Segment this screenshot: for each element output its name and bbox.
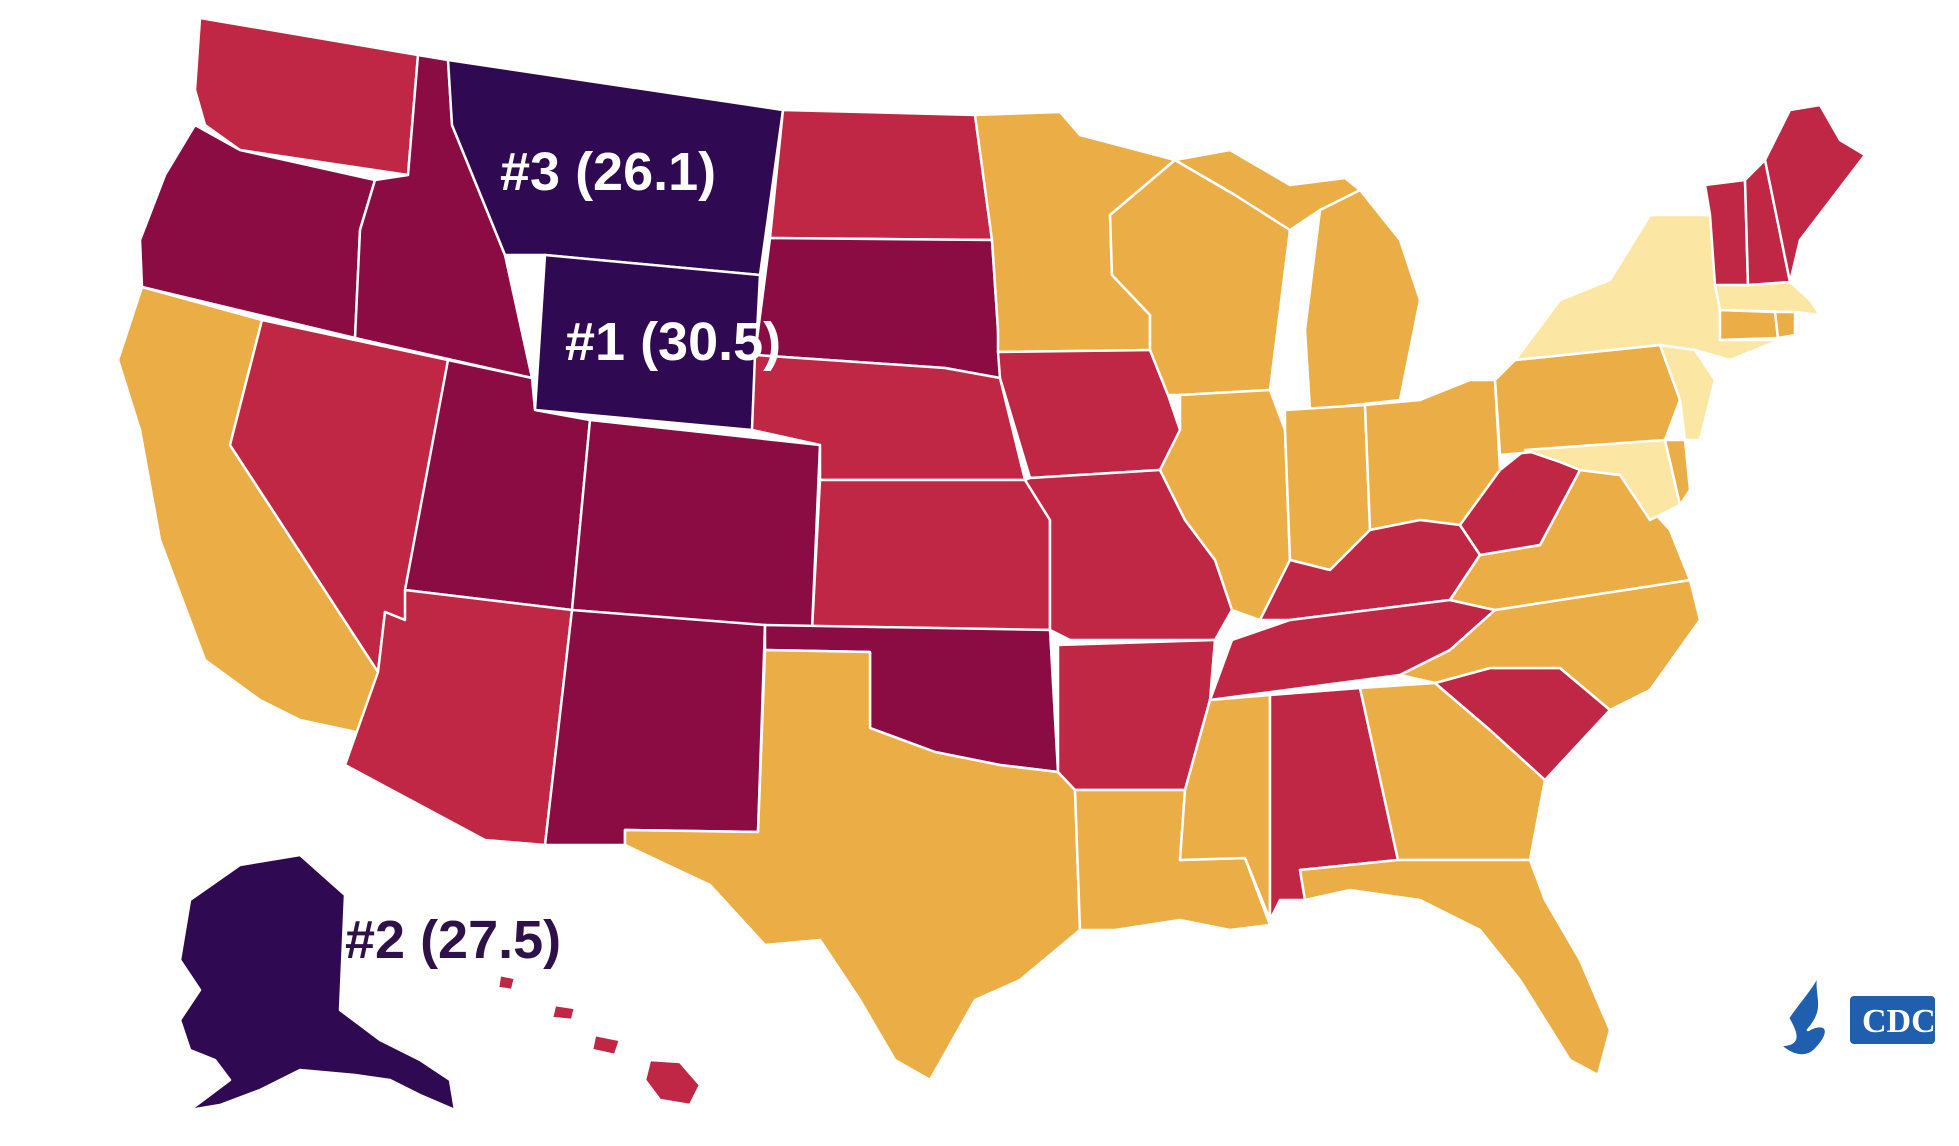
state-massachusetts[interactable] [1713,280,1822,317]
state-kansas[interactable] [810,478,1052,632]
state-alaska[interactable] [178,853,457,1112]
cdc-logo: CDC [1850,996,1936,1044]
state-north-carolina[interactable] [1398,578,1702,712]
state-michigan-upper[interactable] [1173,148,1362,232]
rank-label-montana: #3 (26.1) [500,142,716,202]
hhs-eagle-icon [1778,968,1828,1057]
state-michigan[interactable] [1303,188,1422,412]
rank-label-alaska: #2 (27.5) [345,910,561,970]
cdc-logo-text: CDC [1862,1003,1936,1040]
state-pennsylvania[interactable] [1493,343,1682,457]
state-florida[interactable] [1298,858,1612,1077]
state-north-dakota[interactable] [768,108,994,242]
state-delaware[interactable] [1663,438,1692,507]
state-hawaii[interactable] [496,973,702,1107]
state-illinois[interactable] [1158,388,1292,622]
state-colorado[interactable] [570,418,822,632]
state-rhode-island[interactable] [1773,310,1797,340]
state-connecticut[interactable] [1718,308,1780,342]
state-vermont[interactable] [1703,178,1750,287]
rank-label-wyoming: #1 (30.5) [565,312,781,372]
state-maine[interactable] [1763,103,1867,284]
state-new-mexico[interactable] [543,608,767,847]
state-iowa[interactable] [996,348,1182,480]
state-texas[interactable] [623,648,1082,1082]
